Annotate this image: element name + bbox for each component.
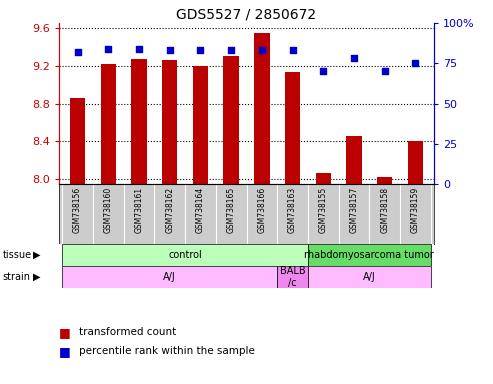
Point — [350, 55, 358, 61]
Text: GSM738158: GSM738158 — [380, 187, 389, 233]
Bar — [70, 98, 85, 184]
Point — [258, 47, 266, 53]
Text: BALB
/c: BALB /c — [280, 266, 305, 288]
Bar — [162, 60, 177, 184]
Text: GSM738156: GSM738156 — [73, 187, 82, 233]
Text: GSM738162: GSM738162 — [165, 187, 174, 233]
Text: transformed count: transformed count — [79, 327, 176, 337]
Point — [135, 46, 143, 52]
Text: ■: ■ — [59, 345, 71, 358]
Text: GSM738163: GSM738163 — [288, 187, 297, 233]
Point — [412, 60, 420, 66]
Text: GSM738159: GSM738159 — [411, 187, 420, 233]
Bar — [223, 56, 239, 184]
Bar — [277, 266, 308, 288]
Point — [166, 47, 174, 53]
Text: control: control — [168, 250, 202, 260]
Text: strain: strain — [2, 272, 31, 282]
Text: rhabdomyosarcoma tumor: rhabdomyosarcoma tumor — [305, 250, 434, 260]
Text: GSM738165: GSM738165 — [227, 187, 236, 233]
Text: GSM738161: GSM738161 — [135, 187, 143, 233]
Point — [381, 68, 388, 74]
Bar — [101, 64, 116, 184]
Bar — [62, 244, 308, 266]
Text: GSM738166: GSM738166 — [257, 187, 266, 233]
Text: A/J: A/J — [363, 272, 376, 282]
Text: tissue: tissue — [2, 250, 32, 260]
Title: GDS5527 / 2850672: GDS5527 / 2850672 — [176, 8, 317, 22]
Text: A/J: A/J — [163, 272, 176, 282]
Point — [197, 47, 205, 53]
Text: ▶: ▶ — [33, 272, 41, 282]
Text: GSM738164: GSM738164 — [196, 187, 205, 233]
Bar — [408, 141, 423, 184]
Text: GSM738155: GSM738155 — [319, 187, 328, 233]
Point — [105, 46, 112, 52]
Bar — [308, 244, 431, 266]
Bar — [346, 136, 362, 184]
Bar — [193, 66, 208, 184]
Point — [319, 68, 327, 74]
Bar — [377, 177, 392, 184]
Point — [227, 47, 235, 53]
Text: GSM738160: GSM738160 — [104, 187, 113, 233]
Bar — [308, 266, 431, 288]
Text: ■: ■ — [59, 326, 71, 339]
Text: ▶: ▶ — [33, 250, 41, 260]
Bar — [62, 266, 277, 288]
Bar — [316, 173, 331, 184]
Bar — [131, 59, 147, 184]
Text: GSM738157: GSM738157 — [350, 187, 358, 233]
Bar — [285, 72, 300, 184]
Point — [73, 49, 81, 55]
Point — [288, 47, 296, 53]
Text: percentile rank within the sample: percentile rank within the sample — [79, 346, 255, 356]
Bar — [254, 33, 270, 184]
